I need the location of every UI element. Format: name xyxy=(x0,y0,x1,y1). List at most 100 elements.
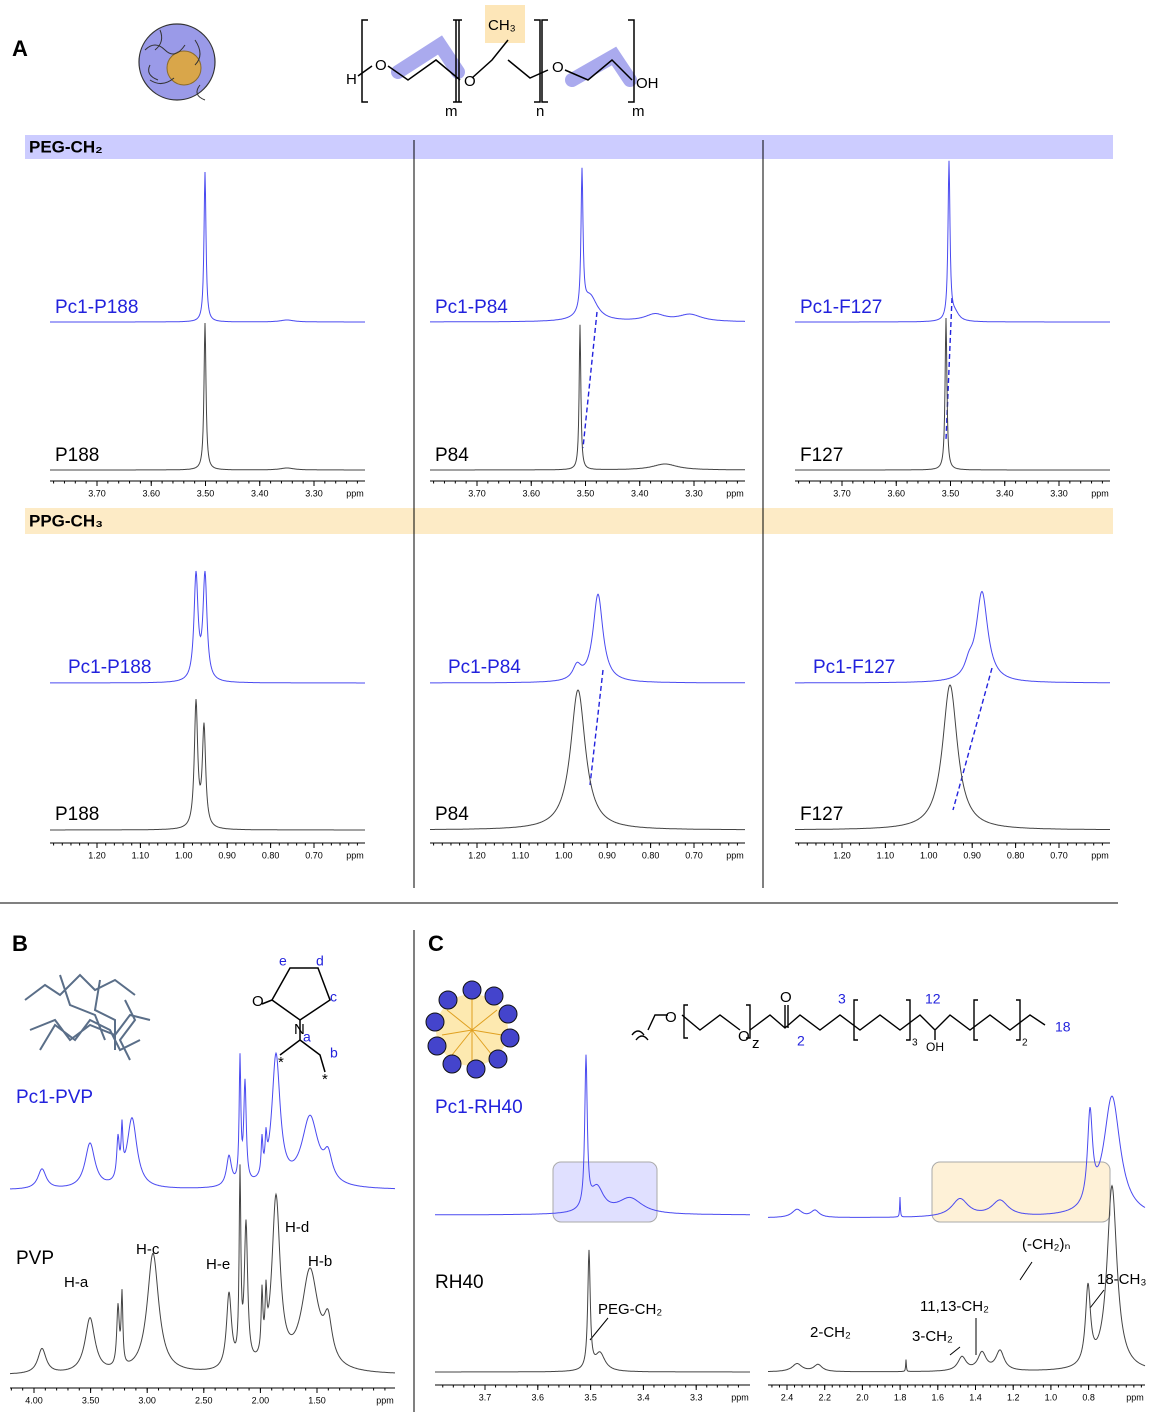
tick-label: 3.40 xyxy=(251,488,269,498)
atom-label: O xyxy=(780,989,792,1006)
atom-label: N xyxy=(294,1021,305,1038)
tick-label: 3.50 xyxy=(197,488,215,498)
tick-label: 3.30 xyxy=(305,488,323,498)
panel-label: B xyxy=(12,931,28,956)
tick-label: 1.50 xyxy=(308,1395,326,1405)
subscript: m xyxy=(445,103,458,120)
peak-label: H-b xyxy=(308,1253,332,1270)
spectrum-label: Pc1-P84 xyxy=(448,657,521,678)
atom-label: O xyxy=(738,1028,750,1045)
position-label: 3 xyxy=(838,991,846,1007)
axis-unit: ppm xyxy=(376,1395,394,1405)
atom-label: * xyxy=(322,1071,328,1088)
tick-label: 1.10 xyxy=(877,850,895,860)
axis-unit: ppm xyxy=(726,488,744,498)
panel-label: A xyxy=(12,36,28,61)
tick-label: 3.4 xyxy=(637,1392,650,1402)
tick-label: 0.80 xyxy=(642,850,660,860)
highlight-box xyxy=(552,1161,658,1223)
band xyxy=(25,135,1113,159)
tick-label: 3.60 xyxy=(887,488,905,498)
tick-label: 3.3 xyxy=(690,1392,703,1402)
spectrum xyxy=(10,1051,395,1190)
position-label: b xyxy=(330,1045,338,1061)
band-title: PPG-CH₃ xyxy=(29,511,103,530)
spectrum-label: P84 xyxy=(435,445,469,466)
spectrum xyxy=(430,593,745,684)
tick-label: 3.30 xyxy=(685,488,703,498)
atom-label: * xyxy=(278,1054,284,1071)
axis-unit: ppm xyxy=(346,850,364,860)
tick-label: 2.00 xyxy=(252,1395,270,1405)
tick-label: 3.70 xyxy=(88,488,106,498)
spectrum-label: Pc1-P188 xyxy=(68,657,151,678)
spectrum xyxy=(430,689,745,831)
tick-label: 1.20 xyxy=(468,850,486,860)
tick-label: 1.4 xyxy=(969,1392,982,1402)
tick-label: 2.4 xyxy=(781,1392,794,1402)
tick-label: 3.30 xyxy=(1050,488,1068,498)
tick-label: 3.6 xyxy=(532,1392,545,1402)
tick-label: 1.00 xyxy=(555,850,573,860)
tick-label: 4.00 xyxy=(25,1395,43,1405)
band-title: PEG-CH₂ xyxy=(29,137,103,156)
micelle-icon xyxy=(425,980,520,1079)
pvp-model xyxy=(24,973,151,1061)
spectrum xyxy=(430,324,745,471)
spectrum xyxy=(430,167,745,323)
tick-label: 0.80 xyxy=(1007,850,1025,860)
peak-label: H-e xyxy=(206,1256,230,1273)
spectrum-label: RH40 xyxy=(435,1272,484,1293)
spectrum-label: Pc1-F127 xyxy=(813,657,895,678)
band xyxy=(25,508,1113,534)
tick-label: 2.0 xyxy=(856,1392,869,1402)
subscript: z xyxy=(752,1035,760,1052)
tick-label: 3.5 xyxy=(584,1392,597,1402)
tick-label: 3.40 xyxy=(996,488,1014,498)
tick-label: 3.40 xyxy=(631,488,649,498)
spectrum xyxy=(50,171,365,323)
spectrum xyxy=(50,322,365,471)
spectrum xyxy=(795,590,1110,684)
spectrum xyxy=(795,317,1110,471)
shift-guide xyxy=(582,297,993,811)
peak-label: H-d xyxy=(285,1219,309,1236)
atom-label: OH xyxy=(926,1040,944,1054)
tick-label: 3.60 xyxy=(142,488,160,498)
tick-label: 0.90 xyxy=(598,850,616,860)
spectrum-label: P188 xyxy=(55,804,99,825)
spectrum-label: Pc1-RH40 xyxy=(435,1097,523,1118)
spectrum-label: Pc1-P84 xyxy=(435,297,508,318)
spectrum-label: Pc1-F127 xyxy=(800,297,882,318)
peak-label: H-c xyxy=(136,1241,160,1258)
position-label: 2 xyxy=(797,1033,805,1049)
tick-label: 3.7 xyxy=(479,1392,492,1402)
atom-label: O xyxy=(464,73,476,90)
axis-unit: ppm xyxy=(1091,850,1109,860)
atom-label: O xyxy=(552,59,564,76)
tick-label: 2.50 xyxy=(195,1395,213,1405)
spectrum xyxy=(435,1249,750,1373)
tick-label: 3.60 xyxy=(522,488,540,498)
spectrum xyxy=(768,1095,1146,1218)
rh40-structure xyxy=(631,999,1046,1041)
spectrum xyxy=(50,570,365,684)
spectrum xyxy=(50,699,365,831)
peak-label: PEG-CH₂ xyxy=(598,1301,662,1318)
spectrum-label: F127 xyxy=(800,804,843,825)
atom-label: CH₃ xyxy=(488,17,516,34)
pluronic-structure xyxy=(357,5,637,103)
tick-label: 0.80 xyxy=(262,850,280,860)
position-label: e xyxy=(279,953,287,969)
tick-label: 2.2 xyxy=(818,1392,831,1402)
position-label: 12 xyxy=(925,991,941,1007)
tick-label: 0.8 xyxy=(1082,1392,1095,1402)
subscript: 3 xyxy=(912,1038,918,1049)
tick-label: 3.50 xyxy=(82,1395,100,1405)
spectrum xyxy=(10,1164,395,1375)
atom-label: O xyxy=(665,1009,677,1026)
subscript: n xyxy=(536,103,544,120)
peak-label: 18-CH₃ xyxy=(1097,1271,1146,1288)
tick-label: 3.70 xyxy=(468,488,486,498)
tick-label: 3.50 xyxy=(577,488,595,498)
